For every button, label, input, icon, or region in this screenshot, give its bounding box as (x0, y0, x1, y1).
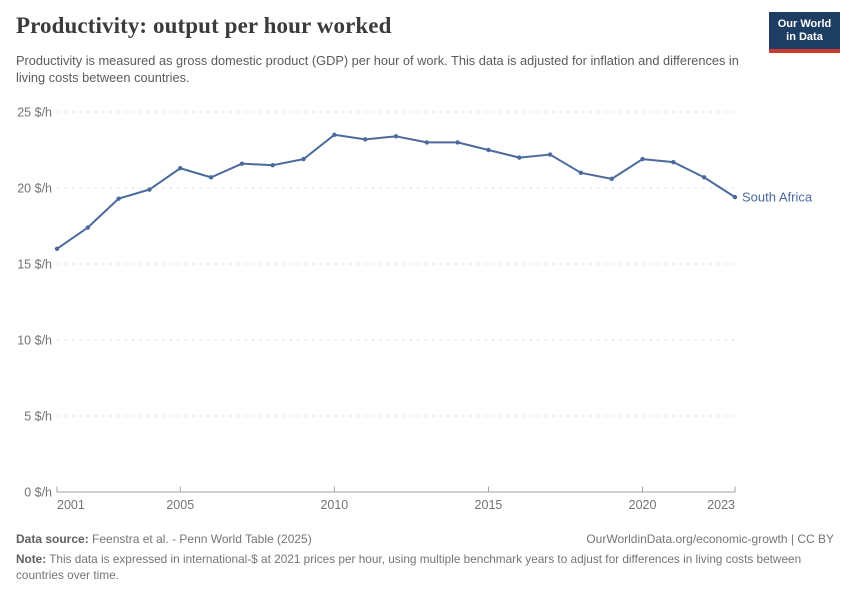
owid-logo-text: Our World in Data (769, 12, 840, 49)
data-point-marker[interactable] (455, 140, 460, 145)
series-line-south-africa[interactable] (56, 133, 736, 250)
data-point-marker[interactable] (486, 147, 491, 153)
data-source-label: Data source: (16, 532, 89, 546)
data-point-marker[interactable] (547, 152, 553, 157)
y-axis-tick-label: 15 $/h (17, 258, 52, 272)
data-point-marker[interactable] (147, 187, 152, 192)
data-point-marker[interactable] (424, 140, 430, 145)
data-source: Data source: Feenstra et al. - Penn Worl… (16, 532, 312, 546)
data-point-marker[interactable] (732, 194, 738, 200)
y-axis-tick-label: 5 $/h (24, 410, 52, 424)
note-label: Note: (16, 552, 47, 566)
chart-subtitle: Productivity is measured as gross domest… (16, 53, 739, 86)
chart-note: Note: This data is expressed in internat… (16, 551, 834, 584)
data-source-text: Feenstra et al. - Penn World Table (2025… (88, 532, 312, 546)
data-point-marker[interactable] (578, 170, 584, 175)
data-point-marker[interactable] (701, 175, 707, 180)
y-axis-tick-label: 0 $/h (24, 486, 52, 500)
owid-logo-stripe (769, 49, 840, 53)
data-point-marker[interactable] (239, 161, 245, 166)
y-axis-tick-label: 10 $/h (17, 334, 52, 348)
x-axis-tick-label: 2015 (475, 498, 503, 512)
series-end-label: South Africa (742, 190, 813, 205)
x-axis-tick-label: 2005 (166, 498, 194, 512)
owid-logo-line2: in Data (786, 30, 823, 43)
data-point-marker[interactable] (671, 159, 676, 165)
owid-logo-line1: Our World (777, 17, 832, 30)
data-point-marker[interactable] (178, 166, 183, 171)
x-axis-tick-label: 2023 (707, 498, 735, 512)
data-point-marker[interactable] (270, 163, 275, 168)
x-axis-tick-label: 2010 (320, 498, 348, 512)
data-point-marker[interactable] (301, 156, 306, 162)
owid-logo[interactable]: Our World in Data (769, 12, 840, 53)
x-axis-tick-label: 2020 (629, 498, 657, 512)
data-point-marker[interactable] (116, 196, 121, 201)
data-point-marker[interactable] (609, 176, 614, 182)
chart-title: Productivity: output per hour worked (16, 13, 392, 38)
data-point-marker[interactable] (640, 156, 645, 162)
data-point-marker[interactable] (393, 134, 399, 139)
data-point-marker[interactable] (332, 132, 337, 137)
data-point-marker[interactable] (85, 225, 91, 230)
data-point-marker[interactable] (517, 155, 522, 160)
y-axis-tick-label: 20 $/h (17, 182, 52, 196)
x-axis-tick-label: 2001 (57, 498, 85, 512)
chart-footer: Data source: Feenstra et al. - Penn Worl… (16, 532, 834, 584)
owid-url-link[interactable]: OurWorldinData.org/economic-growth | CC … (586, 532, 834, 546)
data-point-marker[interactable] (54, 246, 60, 251)
note-text: This data is expressed in international-… (16, 552, 802, 583)
y-axis-tick-label: 25 $/h (17, 106, 52, 120)
data-point-marker[interactable] (208, 175, 214, 180)
data-point-marker[interactable] (362, 137, 368, 142)
